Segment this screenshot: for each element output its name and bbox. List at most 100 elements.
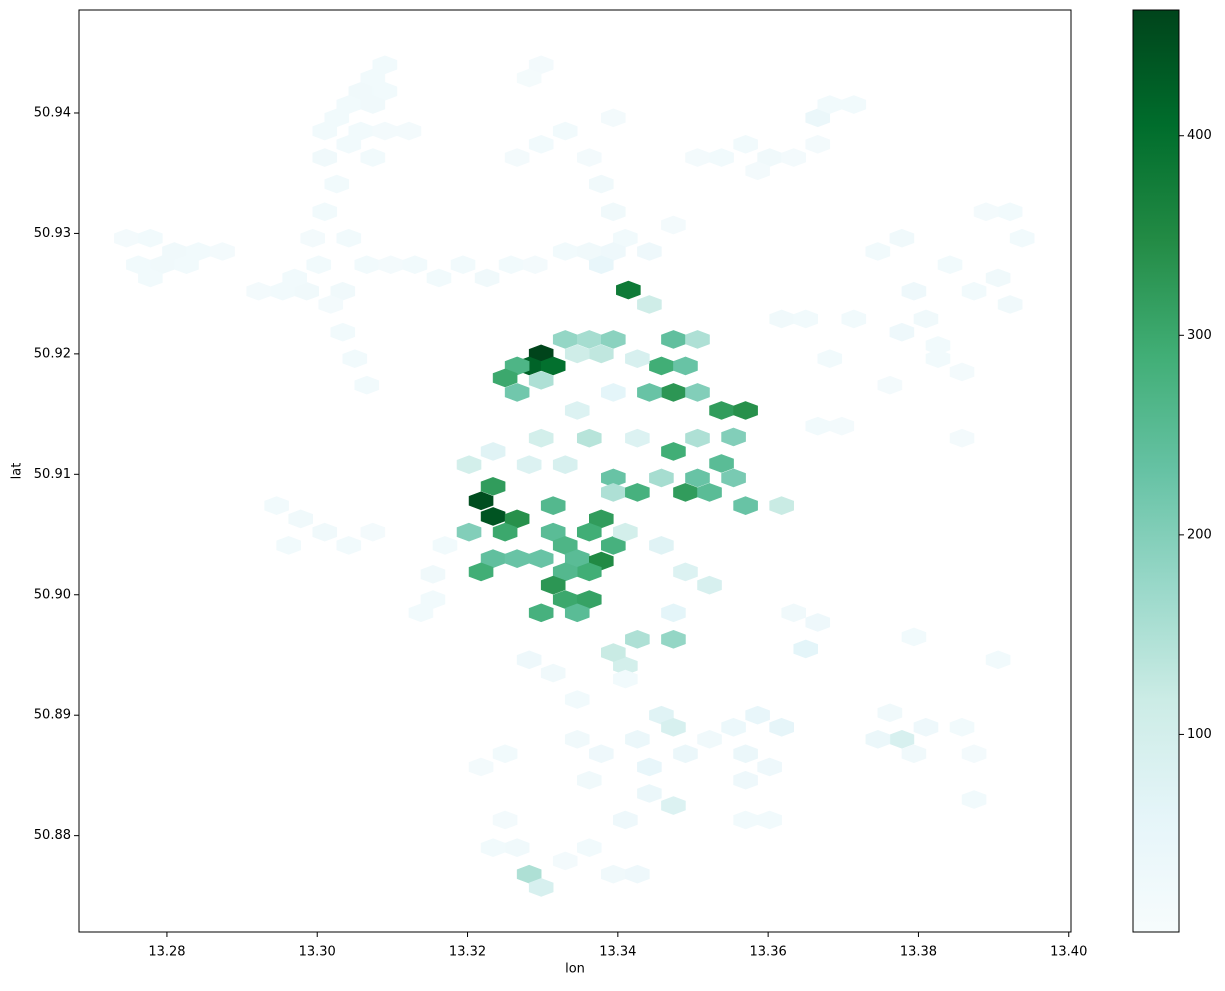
hexbin-cell bbox=[745, 161, 770, 181]
hexbin-cell bbox=[661, 630, 686, 649]
x-tick-label: 13.34 bbox=[599, 945, 636, 960]
hexbin-cell bbox=[564, 401, 590, 420]
hexbin-cell bbox=[721, 468, 746, 488]
hexbin-cell bbox=[528, 371, 554, 390]
colorbar-tick-label: 300 bbox=[1187, 328, 1212, 343]
hexbin-cell bbox=[625, 729, 650, 749]
hexbin-cell bbox=[616, 280, 641, 300]
hexbin-cell bbox=[685, 428, 710, 448]
hexbin-cell bbox=[576, 428, 602, 448]
hexbin-cell bbox=[354, 255, 380, 275]
hexbin-cell bbox=[589, 744, 614, 764]
hexbin-cell bbox=[564, 729, 590, 749]
hexbin-cell bbox=[685, 383, 710, 402]
hexbin-cell bbox=[408, 603, 434, 623]
y-tick-label: 50.91 bbox=[34, 467, 71, 482]
hexbin-cell bbox=[174, 255, 199, 275]
hexbin-cell bbox=[522, 255, 548, 275]
hexbin-cell bbox=[661, 215, 686, 235]
hexbin-cell bbox=[576, 838, 602, 858]
hexbin-cell bbox=[889, 729, 915, 749]
hexbin-cell bbox=[378, 255, 404, 275]
hexbin-cell bbox=[504, 148, 530, 167]
x-tick-label: 13.38 bbox=[900, 945, 937, 960]
hexbin-cell bbox=[793, 309, 819, 329]
hexbin-cell bbox=[552, 330, 578, 349]
hexbin-cell bbox=[733, 134, 758, 154]
hexbin-cell bbox=[246, 281, 271, 301]
hexbin-cell bbox=[949, 428, 975, 448]
hexbin-cell bbox=[420, 564, 446, 584]
hexbin-cell bbox=[426, 268, 452, 288]
hexbin-cell bbox=[733, 401, 758, 420]
hexbin-cell bbox=[625, 864, 650, 884]
hexbin-cell bbox=[829, 416, 855, 436]
hexbin-cell bbox=[540, 663, 566, 683]
hexbin-cell bbox=[360, 148, 386, 167]
hexbin-cell bbox=[504, 549, 530, 568]
hexbin-cell bbox=[312, 121, 338, 141]
hexbin-cell bbox=[685, 468, 710, 488]
hexbin-cell bbox=[661, 796, 686, 815]
hexbin-cell bbox=[769, 309, 794, 329]
hexbin-cell bbox=[661, 383, 686, 402]
hexbin-cell bbox=[601, 383, 626, 402]
hexbin-cell bbox=[841, 309, 867, 329]
hexbin-cell bbox=[504, 383, 530, 402]
hexbin-cell bbox=[480, 442, 506, 461]
hexbin-cell bbox=[552, 242, 578, 261]
hexbin-cell bbox=[576, 148, 602, 167]
hexbin-cell bbox=[877, 375, 903, 395]
hexbin-cell bbox=[613, 810, 638, 830]
hexbin-cell bbox=[312, 148, 338, 167]
hexbin-cell bbox=[673, 483, 698, 502]
y-tick-label: 50.92 bbox=[34, 346, 71, 361]
hexbin-cell bbox=[625, 483, 650, 502]
hexbin-cell bbox=[528, 428, 554, 448]
x-tick-label: 13.32 bbox=[449, 945, 486, 960]
hexbin-cell bbox=[480, 838, 506, 858]
x-axis-label: lon bbox=[565, 962, 585, 977]
hexbin-cell bbox=[264, 496, 289, 515]
hexbin-cell bbox=[306, 255, 332, 275]
hexbin-cell bbox=[601, 864, 626, 884]
hexbin-cell bbox=[528, 134, 554, 154]
hexbin-cell bbox=[474, 268, 500, 288]
hexbin-cell bbox=[456, 522, 482, 542]
hexbin-cell bbox=[781, 603, 806, 623]
hexbin-cell bbox=[961, 790, 987, 809]
hexbin-cell bbox=[637, 757, 662, 777]
hexbin-cell bbox=[649, 536, 674, 555]
hexbin-cell bbox=[564, 690, 590, 709]
hexbin-cell bbox=[805, 134, 831, 154]
hexbin-cell bbox=[649, 356, 674, 376]
hexbin-cell bbox=[342, 349, 368, 369]
hexbin-cell bbox=[138, 268, 163, 288]
hexbin-cell bbox=[1009, 228, 1035, 248]
hexbin-cell bbox=[985, 268, 1011, 288]
hexbin-cell bbox=[601, 483, 626, 502]
hexbin-cell bbox=[360, 522, 386, 542]
hexbin-cell bbox=[757, 810, 782, 830]
hexbin-cell bbox=[817, 349, 843, 369]
hexbin-cell bbox=[372, 121, 398, 141]
hexbin-cell bbox=[625, 349, 650, 369]
colorbar bbox=[1132, 9, 1180, 933]
hexbin-cell bbox=[625, 630, 650, 649]
hexbin-cell bbox=[540, 575, 566, 595]
hexbin-cell bbox=[709, 401, 734, 420]
hexbin-cell bbox=[865, 729, 891, 749]
hexbin-cell bbox=[330, 322, 356, 342]
hexbin-cell bbox=[925, 349, 951, 369]
hexbin-cell bbox=[673, 744, 698, 764]
hexbin-cell bbox=[709, 454, 734, 473]
hexbin-cell bbox=[288, 509, 313, 529]
hexbin-cell bbox=[552, 121, 578, 141]
hexbin-cell bbox=[480, 507, 506, 526]
hexbin-cell bbox=[540, 496, 566, 515]
hexbin-cell bbox=[685, 330, 710, 349]
hexbin-cell bbox=[564, 344, 590, 364]
hexbin-cell bbox=[576, 770, 602, 790]
y-tick-label: 50.88 bbox=[34, 828, 71, 843]
hexbin-cell bbox=[516, 455, 542, 474]
